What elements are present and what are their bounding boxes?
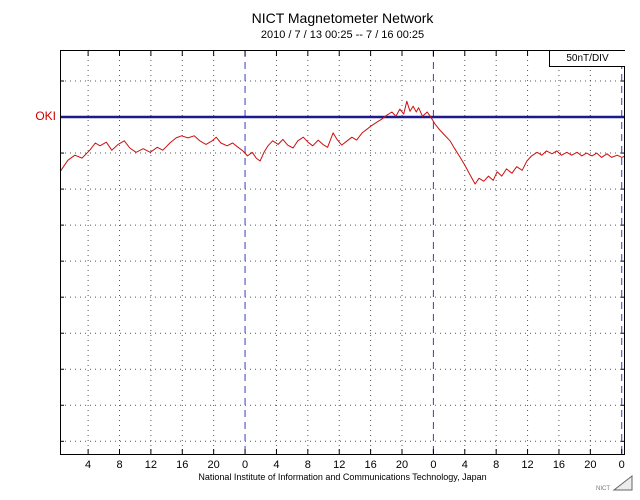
scale-per-division-label: 50nT/DIV [549,51,625,67]
x-tick-label: 0 [430,459,437,471]
x-tick-label: 20 [395,459,409,471]
x-tick-label: 8 [116,459,123,471]
date-range-subtitle: 2010 / 7 / 13 00:25 -- 7 / 16 00:25 [260,29,425,41]
x-tick-label: 8 [493,459,500,471]
x-tick-label: 20 [207,459,220,471]
x-tick-label: 16 [176,459,189,471]
nict-logo-triangle-icon [612,474,633,491]
nict-logo-text: NICT [596,486,610,492]
x-tick-label: 0 [241,459,249,471]
nict-logo: NICT [596,469,636,493]
x-tick-label: 4 [85,459,92,471]
page-title: NICT Magnetometer Network [251,10,434,26]
x-tick-label: 16 [552,459,566,471]
magnetometer-trace [60,100,625,185]
x-tick-label: 12 [333,459,346,471]
x-tick-label: 12 [144,459,158,471]
x-tick-label: 16 [364,459,377,471]
footer-institute-text: National Institute of Information and Co… [198,472,487,482]
magnetometer-chart [60,50,625,455]
x-tick-label: 0 [618,459,625,471]
station-label-oki: OKI [35,109,56,124]
x-tick-label: 4 [273,459,280,471]
x-tick-label: 20 [584,459,597,471]
x-tick-label: 8 [304,459,311,471]
x-tick-label: 12 [521,459,534,471]
x-tick-label: 4 [461,459,468,471]
plot-border [60,50,625,455]
